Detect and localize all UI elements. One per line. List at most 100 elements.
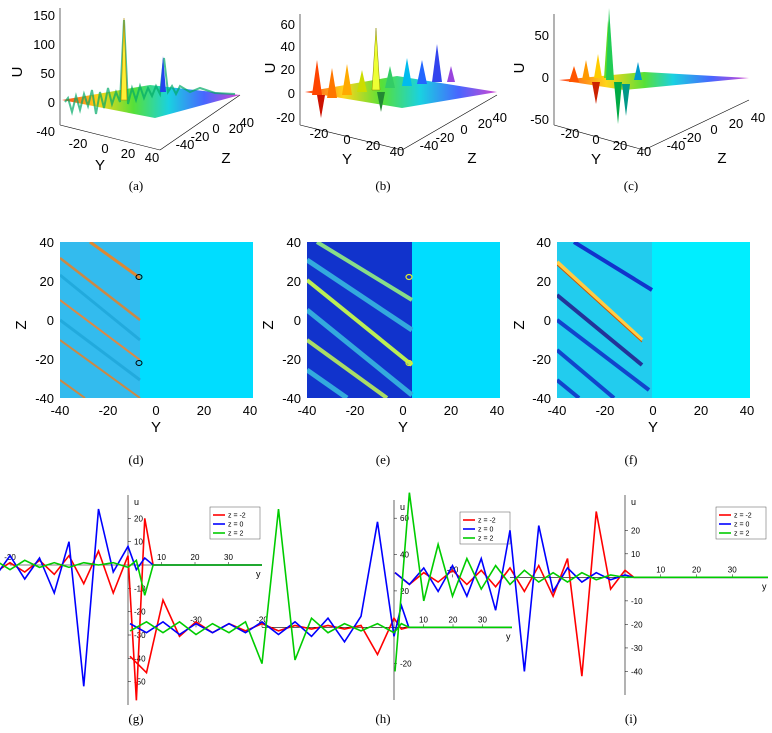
surface-sheet [305,76,497,108]
x-axis-label: y [506,631,511,641]
z-tick: -20 [532,352,551,367]
spike-mark [120,17,128,101]
u-axis-label: U [9,67,26,78]
z-tick: -40 [420,138,439,153]
u-tick: 60 [281,17,295,32]
y-tick: 40 [490,403,504,418]
box-edges [553,14,750,151]
legend-entry: z = -2 [478,518,496,525]
z-tick: 20 [729,116,743,131]
z-tick: 0 [294,313,301,328]
x-axis-label: y [762,581,767,591]
spike-mark [160,56,166,92]
u-tick-labels: 50 0 -50 [530,28,549,127]
z-tick: 40 [40,235,54,250]
plot-group: 60 40 20 -20 -30 -20 10 20 30 y u z = -2 z = 0 z = 2 [129,500,512,700]
z-tick: -20 [191,129,210,144]
y-tick: 20 [121,146,135,161]
x-tick-label: 30 [224,553,233,562]
caption-e: (e) [375,452,391,467]
y-axis-label: u [400,502,405,512]
x-tick-label: 10 [157,553,166,562]
surface-spikes [312,27,455,118]
y-tick-label: -20 [631,620,643,629]
z-axis-label: Z [717,150,726,167]
x-tick-label: 20 [692,565,701,574]
y-tick-label: -30 [631,644,643,653]
z-axis-label: Z [13,320,30,329]
legend-box [209,506,261,540]
z-tick: 20 [478,116,492,131]
y-tick: -20 [561,126,580,141]
y-tick-label: -50 [134,678,146,687]
series-line-2 [0,558,262,596]
density-plot-f: 40 20 0 -20 -40 Z -40 -20 0 20 40 Y [514,235,754,436]
u-tick: 50 [535,28,549,43]
series-line-2 [394,492,768,672]
y-tick-label: -30 [134,631,146,640]
z-tick: -40 [282,391,301,406]
x-tick-label: -30 [190,615,202,624]
z-tick: -40 [532,391,551,406]
legend-entry: z = 0 [228,522,243,529]
y-tick: 40 [390,144,404,159]
u-tick: 0 [542,70,549,85]
z-tick: -20 [436,130,455,145]
x-tick-label: -20 [256,615,268,624]
y-tick: -20 [310,126,329,141]
y-tick: 40 [243,403,257,418]
caption-c: (c) [623,178,639,193]
u-tick-labels: 150 100 50 0 -40 [33,8,55,139]
y-tick: -40 [548,403,567,418]
y-axis-label: Y [591,151,601,168]
u-tick: 0 [288,86,295,101]
surface-plot-a: 150 100 50 0 -40 U -20 0 20 40 Y -40 -20… [9,8,254,174]
y-tick: 40 [637,144,651,159]
z-tick: 0 [460,122,467,137]
y-tick-labels: -20 0 20 40 [310,126,405,159]
z-tick: -20 [683,130,702,145]
z-tick: 20 [229,121,243,136]
y-tick: -20 [346,403,365,418]
u-tick: 100 [33,37,55,52]
y-tick-label: -40 [631,667,643,676]
legend-entry: z = 0 [478,527,493,534]
y-tick: 20 [197,403,211,418]
z-axis-label: Z [467,150,476,167]
stripes [307,242,414,398]
y-tick: -40 [51,403,70,418]
x-tick-label: 10 [419,615,428,624]
y-tick-label: 60 [400,514,409,523]
box-edges [59,8,241,151]
y-tick-label: -10 [631,597,643,606]
y-axis-label: Y [398,419,408,436]
caption-h: (h) [375,711,391,726]
y-tick-label: 10 [134,538,143,547]
z-axis-label: Z [514,320,528,329]
y-ticks: 40 20 0 -20 -40 [35,235,54,406]
u-tick: 20 [281,62,295,77]
y-tick-label: -10 [134,584,146,593]
z-tick: 40 [493,110,507,125]
y-tick-label: 10 [631,550,640,559]
caption-i: (i) [624,711,638,726]
z-tick-labels: -40 -20 0 20 40 [176,115,254,152]
legend-entry: z = -2 [734,513,752,520]
caption-g: (g) [128,711,144,726]
y-ticks: 40 20 0 -20 -40 [532,235,551,406]
surface-plot-b: 60 40 20 0 -20 U -20 0 20 40 Y -40 -20 0… [262,14,507,168]
caption-f: (f) [624,452,638,467]
u-tick: -20 [276,110,295,125]
legend-entry: z = 2 [228,531,243,538]
legend-entry: z = 2 [478,536,493,543]
z-tick: 40 [537,235,551,250]
surface-spikes [64,19,236,116]
z-tick: 0 [47,313,54,328]
y-axis-label: u [134,497,139,507]
x-ticks: -40 -20 0 20 40 [298,403,505,418]
series-line-0 [0,518,262,701]
y-tick: 20 [444,403,458,418]
box-edges [299,14,498,151]
legend-box [715,506,767,540]
y-tick: 20 [694,403,708,418]
